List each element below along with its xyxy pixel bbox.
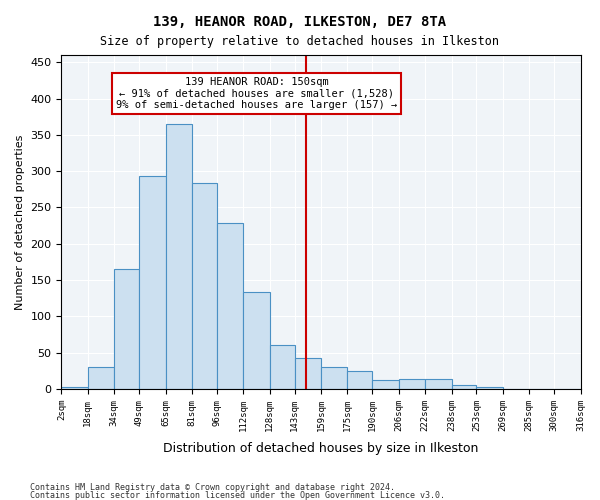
- Text: Contains public sector information licensed under the Open Government Licence v3: Contains public sector information licen…: [30, 490, 445, 500]
- Text: Size of property relative to detached houses in Ilkeston: Size of property relative to detached ho…: [101, 35, 499, 48]
- Text: 139, HEANOR ROAD, ILKESTON, DE7 8TA: 139, HEANOR ROAD, ILKESTON, DE7 8TA: [154, 15, 446, 29]
- Bar: [115, 269, 139, 389]
- Bar: [295, 358, 321, 389]
- Bar: [321, 367, 347, 389]
- Bar: [217, 224, 243, 389]
- Bar: [347, 371, 372, 389]
- Text: 139 HEANOR ROAD: 150sqm
← 91% of detached houses are smaller (1,528)
9% of semi-: 139 HEANOR ROAD: 150sqm ← 91% of detache…: [116, 77, 397, 110]
- Y-axis label: Number of detached properties: Number of detached properties: [15, 134, 25, 310]
- X-axis label: Distribution of detached houses by size in Ilkeston: Distribution of detached houses by size …: [163, 442, 479, 455]
- Bar: [372, 380, 398, 389]
- Text: Contains HM Land Registry data © Crown copyright and database right 2024.: Contains HM Land Registry data © Crown c…: [30, 483, 395, 492]
- Bar: [61, 388, 88, 389]
- Bar: [270, 344, 295, 389]
- Bar: [476, 388, 503, 389]
- Bar: [243, 292, 270, 389]
- Bar: [452, 386, 476, 389]
- Bar: [139, 176, 166, 389]
- Bar: [398, 380, 425, 389]
- Bar: [192, 184, 217, 389]
- Bar: [425, 380, 452, 389]
- Bar: [166, 124, 192, 389]
- Bar: [88, 367, 115, 389]
